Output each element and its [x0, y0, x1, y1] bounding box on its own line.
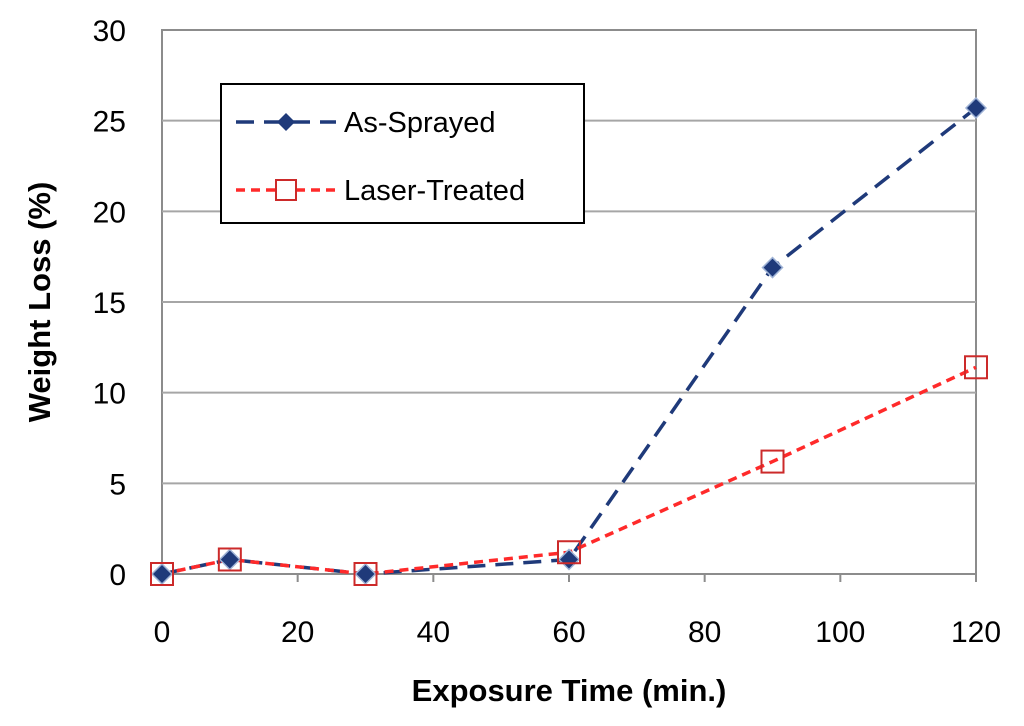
legend-item-as-sprayed: As-Sprayed [236, 107, 496, 139]
y-axis-title: Weight Loss (%) [22, 182, 57, 423]
data-point-laser-treated [964, 355, 988, 380]
legend-item-laser-treated: Laser-Treated [236, 175, 525, 207]
y-tick-label: 25 [93, 106, 126, 139]
x-tick-label: 120 [951, 616, 1001, 649]
y-tick-label: 20 [93, 196, 126, 229]
data-point-laser-treated [353, 562, 378, 586]
x-tick-labels: 0 20 40 60 80 100 120 [154, 616, 1001, 649]
x-tick-label: 0 [154, 616, 171, 649]
data-point-as-sprayed [557, 548, 581, 571]
series-line-laser-treated [161, 365, 977, 576]
data-point-laser-treated [760, 449, 785, 474]
x-tick-marks [161, 574, 977, 582]
y-tick-labels: 0 5 10 15 20 25 30 [93, 15, 126, 592]
legend-label-laser-treated: Laser-Treated [344, 175, 525, 207]
x-tick-label: 100 [815, 616, 865, 649]
x-tick-label: 20 [281, 616, 314, 649]
data-point-laser-treated [150, 562, 174, 586]
y-tick-label: 15 [93, 287, 126, 320]
y-tick-label: 10 [93, 378, 126, 411]
series-markers [150, 96, 988, 586]
data-point-as-sprayed [218, 548, 241, 571]
data-point-laser-treated [217, 547, 242, 572]
y-tick-label: 30 [93, 15, 126, 48]
x-axis-title: Exposure Time (min.) [412, 673, 727, 708]
legend-marker-as-sprayed [277, 113, 295, 131]
data-point-as-sprayed [761, 256, 784, 279]
data-point-as-sprayed [964, 96, 988, 120]
legend: As-Sprayed Laser-Treated [220, 83, 585, 224]
data-point-laser-treated [557, 540, 581, 565]
legend-marker-laser-treated [275, 179, 297, 201]
y-tick-label: 5 [109, 468, 126, 501]
legend-label-as-sprayed: As-Sprayed [344, 107, 496, 139]
x-tick-label: 60 [552, 616, 585, 649]
x-tick-label: 80 [688, 616, 721, 649]
x-tick-label: 40 [417, 616, 450, 649]
y-tick-label: 0 [109, 559, 126, 592]
